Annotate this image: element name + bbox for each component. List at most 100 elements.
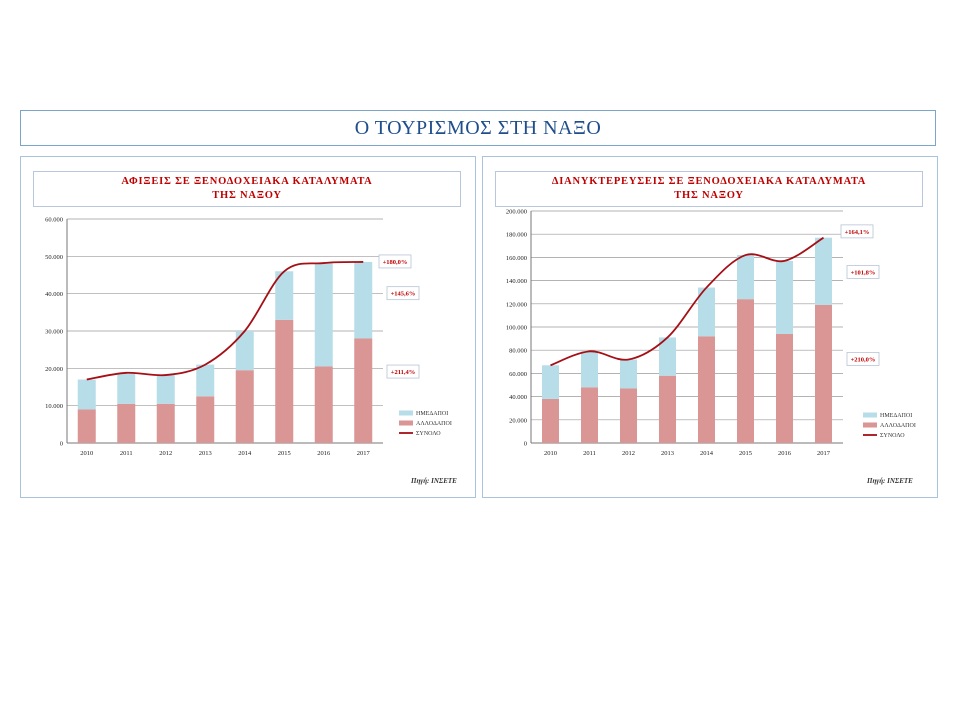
y-tick-label: 0: [60, 441, 63, 448]
y-tick-label: 10.000: [45, 403, 63, 410]
x-tick-label: 2012: [159, 450, 172, 457]
bar-domestic: [314, 263, 333, 367]
bar-domestic: [659, 337, 676, 376]
bar-foreign: [542, 398, 559, 443]
overnights-chart-title: ΔΙΑΝΥΚΤΕΡΕΥΣΕΙΣ ΣΕ ΞΕΝΟΔΟΧΕΙΑΚΑ ΚΑΤΑΛΥΜΑ…: [495, 171, 923, 207]
x-tick-label: 2010: [80, 450, 93, 457]
arrivals-chart: 0 10.000 20.000 30.000 40.000 50.000 60.000 201…: [45, 217, 452, 458]
page-title: Ο ΤΟΥΡΙΣΜΟΣ ΣΤΗ ΝΑΞΟ: [354, 116, 602, 139]
y-tick-label: 60.000: [45, 217, 63, 224]
x-tick-label: 2013: [199, 450, 212, 457]
arrivals-title-line1: ΑΦΙΞΕΙΣ ΣΕ ΞΕΝΟΔΟΧΕΙΑΚΑ ΚΑΤΑΛΥΜΑΤΑ: [121, 176, 373, 187]
bar-domestic: [620, 359, 637, 389]
bar-domestic: [117, 372, 136, 404]
y-tick-label: 100.000: [506, 325, 527, 332]
y-tick-label: 140.000: [506, 278, 527, 285]
arrivals-source: Πηγή: ΙΝΣΕΤΕ: [411, 477, 457, 485]
bar-domestic: [776, 260, 793, 334]
bar-domestic: [235, 331, 254, 371]
arrivals-chart-panel: ΑΦΙΞΕΙΣ ΣΕ ΞΕΝΟΔΟΧΕΙΑΚΑ ΚΑΤΑΛΥΜΑΤΑ ΤΗΣ Ν…: [20, 156, 476, 498]
x-tick-label: 2015: [739, 450, 752, 457]
y-tick-label: 200.000: [506, 209, 527, 216]
page-title-box: Ο ΤΟΥΡΙΣΜΟΣ ΣΤΗ ΝΑΞΟ: [20, 110, 936, 146]
x-tick-label: 2012: [622, 450, 635, 457]
annotation-box: [386, 364, 420, 379]
legend-label: ΣΥΝΟΛΟ: [880, 433, 905, 439]
legend-label: ΗΜΕΔΑΠΟΙ: [880, 413, 912, 419]
x-tick-label: 2015: [278, 450, 291, 457]
bar-domestic: [542, 365, 559, 399]
y-tick-label: 80.000: [509, 348, 527, 355]
x-tick-label: 2011: [120, 450, 133, 457]
bar-domestic: [815, 237, 832, 305]
bar-foreign: [776, 333, 793, 443]
annotation-box: [378, 254, 412, 269]
legend-swatch: [863, 412, 877, 418]
y-tick-label: 50.000: [45, 254, 63, 261]
y-tick-label: 20.000: [509, 417, 527, 424]
bar-domestic: [77, 379, 96, 410]
x-tick-label: 2011: [583, 450, 596, 457]
y-tick-label: 160.000: [506, 255, 527, 262]
y-tick-label: 30.000: [45, 329, 63, 336]
bar-domestic: [156, 375, 175, 404]
annotation-box: [846, 265, 880, 279]
annotation-box: [846, 352, 880, 366]
legend-label: ΑΛΛΟΔΑΠΟΙ: [880, 423, 916, 429]
annotation-box: [840, 224, 874, 239]
annotation-label: +164,1%: [845, 229, 870, 236]
total-line: [550, 236, 824, 367]
total-line: [86, 261, 364, 381]
bar-foreign: [77, 409, 96, 443]
bar-domestic: [354, 261, 373, 339]
x-tick-label: 2017: [357, 450, 371, 457]
y-tick-label: 120.000: [506, 301, 527, 308]
y-tick-label: 40.000: [509, 394, 527, 401]
legend-label: ΣΥΝΟΛΟ: [416, 431, 441, 437]
x-tick-label: 2014: [700, 450, 714, 457]
bar-domestic: [196, 364, 215, 397]
overnights-title-line2: ΤΗΣ ΝΑΞΟΥ: [674, 190, 744, 201]
bar-foreign: [314, 366, 333, 443]
bar-domestic: [275, 271, 294, 320]
x-tick-label: 2010: [544, 450, 557, 457]
y-tick-label: 180.000: [506, 232, 527, 239]
bar-foreign: [235, 370, 254, 443]
legend-swatch: [863, 422, 877, 428]
x-tick-label: 2013: [661, 450, 674, 457]
bar-foreign: [620, 388, 637, 443]
y-tick-label: 20.000: [45, 366, 63, 373]
annotation-box: [386, 286, 420, 301]
bar-foreign: [196, 396, 215, 443]
bar-domestic: [698, 287, 715, 337]
annotation-label: +211,4%: [391, 369, 415, 376]
legend-swatch: [399, 410, 413, 416]
bar-foreign: [275, 319, 294, 443]
y-tick-label: 0: [524, 441, 527, 448]
annotation-label: +180,0%: [383, 259, 408, 266]
legend-label: ΑΛΛΟΔΑΠΟΙ: [416, 421, 452, 427]
overnights-chart: 0 20.000 40.000 60.000 80.000 100.000 120.000 1…: [506, 209, 916, 458]
arrivals-chart-title: ΑΦΙΞΕΙΣ ΣΕ ΞΕΝΟΔΟΧΕΙΑΚΑ ΚΑΤΑΛΥΜΑΤΑ ΤΗΣ Ν…: [33, 171, 461, 207]
bar-foreign: [156, 403, 175, 443]
bar-foreign: [698, 336, 715, 443]
bar-domestic: [737, 255, 754, 300]
x-tick-label: 2016: [778, 450, 792, 457]
annotation-label: +145,6%: [391, 291, 416, 298]
overnights-title-line1: ΔΙΑΝΥΚΤΕΡΕΥΣΕΙΣ ΣΕ ΞΕΝΟΔΟΧΕΙΑΚΑ ΚΑΤΑΛΥΜΑ…: [551, 176, 867, 187]
bar-domestic: [581, 351, 598, 388]
y-tick-label: 60.000: [509, 371, 527, 378]
bar-foreign: [117, 403, 136, 443]
legend-swatch: [399, 420, 413, 426]
overnights-chart-panel: ΔΙΑΝΥΚΤΕΡΕΥΣΕΙΣ ΣΕ ΞΕΝΟΔΟΧΕΙΑΚΑ ΚΑΤΑΛΥΜΑ…: [482, 156, 938, 498]
x-tick-label: 2017: [817, 450, 831, 457]
arrivals-title-line2: ΤΗΣ ΝΑΞΟΥ: [212, 190, 282, 201]
y-tick-label: 40.000: [45, 291, 63, 298]
annotation-label: +101,8%: [851, 269, 876, 276]
bar-foreign: [815, 304, 832, 443]
overnights-source: Πηγή: ΙΝΣΕΤΕ: [867, 477, 913, 485]
bar-foreign: [737, 299, 754, 443]
bar-foreign: [581, 387, 598, 443]
x-tick-label: 2016: [317, 450, 331, 457]
legend-label: ΗΜΕΔΑΠΟΙ: [416, 411, 448, 417]
